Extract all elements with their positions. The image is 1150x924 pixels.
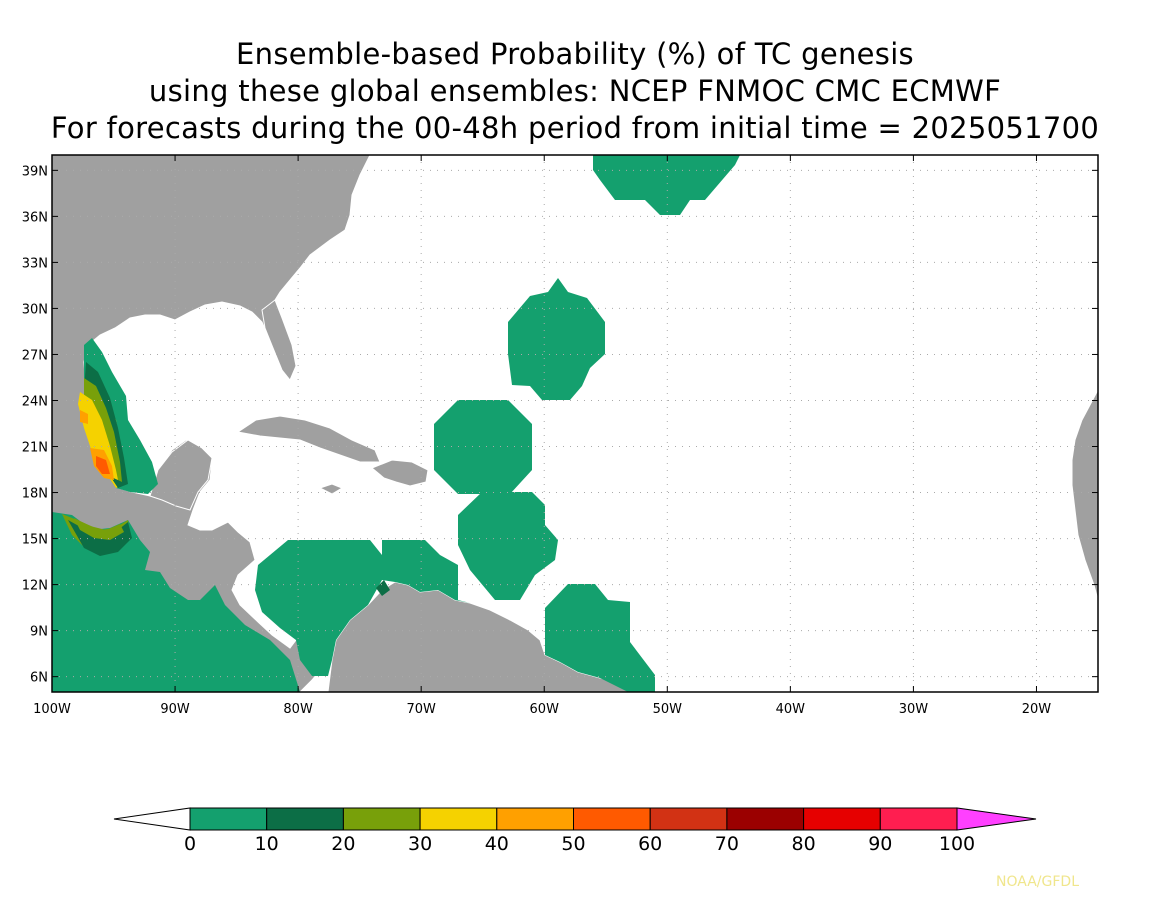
colorbar-bin-3: [419, 807, 498, 831]
colorbar-label-100: 100: [939, 833, 975, 855]
lat-label-9N: 9N: [30, 625, 48, 640]
longitude-axis: 100W 90W 80W 70W 60W 50W 40W 30W 20W: [33, 155, 1051, 717]
colorbar-label-0: 0: [184, 833, 196, 855]
prob-region-east-pacific: [52, 512, 300, 692]
colorbar-label-60: 60: [638, 833, 662, 855]
map-frame-border: [51, 154, 1099, 693]
bay-of-campeche-inner-contours: [78, 362, 128, 488]
credit-label: NOAA/GFDL: [996, 874, 1079, 890]
eastern-pacific-inner-contours: [68, 518, 132, 556]
lat-label-12N: 12N: [22, 579, 48, 594]
prob-region-atlantic-30n: [508, 278, 605, 400]
prob-region-caribbean-central: [382, 540, 470, 603]
latitude-axis: 39N 36N 33N 30N 27N 24N 21N 18N 15N 12N 9N 6N: [22, 164, 1098, 686]
colorbar-label-80: 80: [792, 833, 816, 855]
land-yucatan: [149, 439, 213, 511]
colorbar-bin-0: [189, 807, 268, 831]
lon-label-50W: 50W: [653, 702, 683, 717]
title-line-3: For forecasts during the 00-48h period f…: [50, 111, 1100, 145]
lon-label-40W: 40W: [776, 702, 806, 717]
lon-label-90W: 90W: [160, 702, 190, 717]
colorbar-bin-7: [726, 807, 805, 831]
colorbar-bin-8: [803, 807, 881, 831]
lat-label-33N: 33N: [22, 256, 48, 271]
title-line-1: Ensemble-based Probability (%) of TC gen…: [236, 37, 914, 71]
colorbar-over-arrow: [956, 807, 1037, 831]
prob-region-atlantic-21n: [434, 400, 532, 494]
colorbar-bin-5: [573, 807, 651, 831]
lat-label-6N: 6N: [30, 671, 48, 686]
colorbar-bin-6: [649, 807, 728, 831]
lat-label-36N: 36N: [22, 210, 48, 225]
contour-ep-20-30: [74, 518, 124, 540]
colorbar-label-40: 40: [485, 833, 509, 855]
lon-label-60W: 60W: [530, 702, 560, 717]
lon-label-70W: 70W: [406, 702, 436, 717]
colorbar-label-10: 10: [255, 833, 279, 855]
lat-label-30N: 30N: [22, 302, 48, 317]
lat-label-39N: 39N: [22, 164, 48, 179]
colorbar: 0 10 20 30 40 50 60 70 80 90 100: [113, 807, 1037, 855]
lon-label-20W: 20W: [1022, 702, 1052, 717]
lat-label-27N: 27N: [22, 348, 48, 363]
land-hispaniola: [371, 459, 429, 487]
lat-label-24N: 24N: [22, 394, 48, 409]
colorbar-label-50: 50: [561, 833, 585, 855]
title-line-2: using these global ensembles: NCEP FNMOC…: [148, 74, 1002, 108]
contour-40-50-west: [80, 410, 88, 424]
lon-label-100W: 100W: [33, 702, 71, 717]
land-africa: [1071, 389, 1098, 601]
lon-label-80W: 80W: [283, 702, 313, 717]
prob-region-caribbean-west: [255, 540, 382, 676]
colorbar-bin-1: [266, 807, 344, 831]
colorbar-label-30: 30: [408, 833, 432, 855]
land-cuba: [236, 415, 381, 463]
colorbar-label-20: 20: [331, 833, 355, 855]
colorbar-label-90: 90: [868, 833, 892, 855]
colorbar-bin-4: [496, 807, 574, 831]
land-jamaica: [318, 483, 344, 495]
colorbar-label-70: 70: [715, 833, 739, 855]
prob-region-atlantic-9n: [545, 584, 655, 692]
lat-label-15N: 15N: [22, 533, 48, 548]
colorbar-under-arrow: [113, 807, 191, 831]
lat-label-18N: 18N: [22, 487, 48, 502]
contour-50-60: [96, 456, 110, 474]
land-florida: [261, 299, 297, 381]
colorbar-bin-9: [879, 807, 958, 831]
lat-label-21N: 21N: [22, 441, 48, 456]
lon-label-30W: 30W: [899, 702, 929, 717]
colorbar-bin-2: [342, 807, 421, 831]
prob-region-atlantic-15n: [458, 492, 558, 600]
map-plot-area: [52, 155, 1098, 692]
contour-venezuela-spot: [376, 580, 390, 596]
